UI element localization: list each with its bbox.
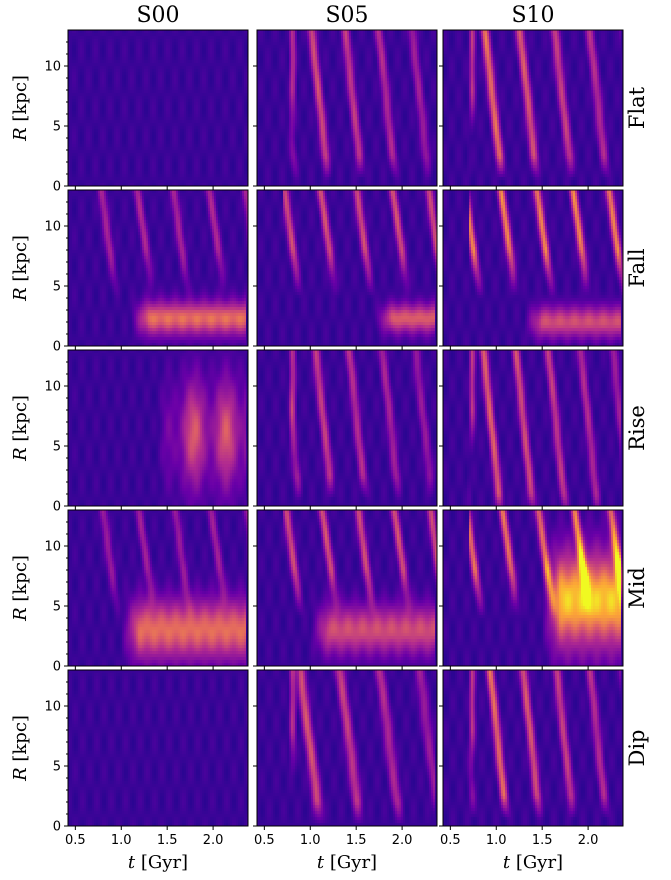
heatmap-cells — [68, 30, 249, 187]
